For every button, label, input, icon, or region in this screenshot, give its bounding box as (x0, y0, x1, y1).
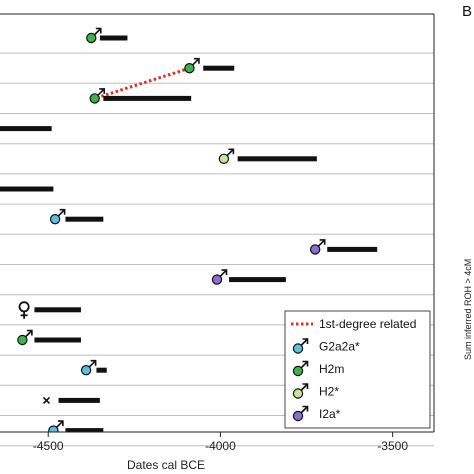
male-circle (89, 93, 100, 104)
male-arrow-shaft (191, 58, 200, 66)
male-arrow-shaft (93, 28, 101, 36)
unknown-sex-marker (42, 396, 51, 404)
male-circle (80, 365, 92, 376)
date-range-bar (65, 428, 104, 432)
legend-male-marker (292, 338, 309, 354)
male-marker (309, 239, 326, 255)
x-tick-label: -3500 (377, 439, 408, 453)
male-arrow-head (319, 239, 326, 245)
male-circle (49, 456, 58, 465)
date-range-bar (34, 337, 81, 343)
male-arrow-shaft (226, 149, 234, 157)
male-circle (218, 153, 230, 164)
male-arrow-head (99, 88, 106, 94)
male-marker (211, 269, 228, 285)
male-arrow-head (26, 329, 33, 336)
legend-label: I2a* (319, 407, 341, 421)
male-arrow-shaft (300, 406, 308, 414)
male-circle (86, 32, 97, 44)
male-arrow-shaft (97, 88, 105, 96)
plot-area (0, 27, 378, 465)
legend-label: H2m (319, 362, 344, 376)
male-arrow-shaft (24, 330, 32, 338)
male-arrow-shaft (317, 239, 325, 247)
cross-stroke (42, 396, 51, 404)
panel-letter: B (462, 3, 472, 20)
x-tick-label: -4500 (33, 439, 64, 453)
male-marker (49, 208, 66, 225)
male-arrow-head (95, 27, 102, 34)
male-arrow-head (228, 148, 235, 155)
male-marker (17, 329, 33, 346)
male-arrow-head (302, 405, 309, 412)
male-arrow-head (302, 360, 309, 367)
male-marker (218, 148, 235, 164)
male-arrow-shaft (300, 383, 308, 392)
male-circle (211, 274, 223, 285)
date-range-bar (103, 95, 192, 101)
male-arrow-head (302, 338, 309, 344)
legend-male-marker (292, 360, 309, 377)
male-arrow-shaft (300, 361, 308, 369)
y-axis-title-next-panel: Sum inferred ROH > 4cM (463, 259, 473, 360)
x-axis: -4500 -4000 -3500 (0, 13, 435, 453)
legend-label: 1st-degree related (319, 317, 416, 331)
date-range-bar (327, 246, 378, 252)
date-range-bar (65, 458, 106, 463)
date-range-bar (203, 65, 235, 71)
male-arrow-head (57, 420, 64, 427)
legend-box (284, 310, 431, 429)
female-marker (18, 301, 30, 319)
date-range-bar (96, 367, 107, 373)
legend-male-marker (292, 383, 309, 399)
male-circle (17, 334, 28, 346)
male-marker (86, 27, 102, 44)
male-circle (49, 213, 61, 225)
male-circle (292, 388, 304, 399)
female-circle (18, 301, 30, 313)
related-connector (94, 66, 190, 100)
male-circle (309, 244, 321, 255)
legend-label: H2* (319, 385, 339, 399)
date-range-bar (0, 186, 54, 192)
legend: 1st-degree related G2a2a* H2m H2* I2a* (284, 310, 431, 429)
male-arrow-shaft (55, 421, 63, 429)
date-range-bar (58, 397, 100, 403)
legend-label: G2a2a* (319, 340, 360, 354)
date-range-bar (237, 156, 317, 162)
male-circle (184, 62, 195, 74)
date-range-bar (229, 277, 286, 283)
date-range-bar (65, 216, 104, 222)
male-marker (184, 57, 200, 74)
date-range-bar (99, 35, 128, 41)
male-marker (48, 420, 64, 432)
x-tick-label: -4000 (205, 439, 236, 453)
male-arrow-shaft (219, 270, 227, 278)
male-arrow-shaft (88, 360, 96, 368)
male-marker (49, 451, 63, 465)
male-marker (80, 359, 97, 376)
male-circle (292, 365, 304, 377)
male-arrow-shaft (57, 209, 65, 217)
male-circle (48, 425, 59, 432)
date-range-bar (34, 307, 81, 313)
male-arrow-head (302, 383, 309, 389)
male-arrow-head (59, 208, 66, 215)
male-arrow-shaft (300, 338, 308, 347)
male-arrow-head (193, 57, 200, 64)
x-axis-title: Dates cal BCE (127, 458, 205, 472)
date-range-bar (0, 126, 52, 132)
male-circle (292, 343, 304, 354)
male-circle (292, 410, 304, 422)
male-arrow-head (221, 269, 228, 276)
male-marker (89, 88, 106, 104)
legend-male-marker (292, 405, 309, 422)
male-arrow-head (90, 359, 97, 366)
